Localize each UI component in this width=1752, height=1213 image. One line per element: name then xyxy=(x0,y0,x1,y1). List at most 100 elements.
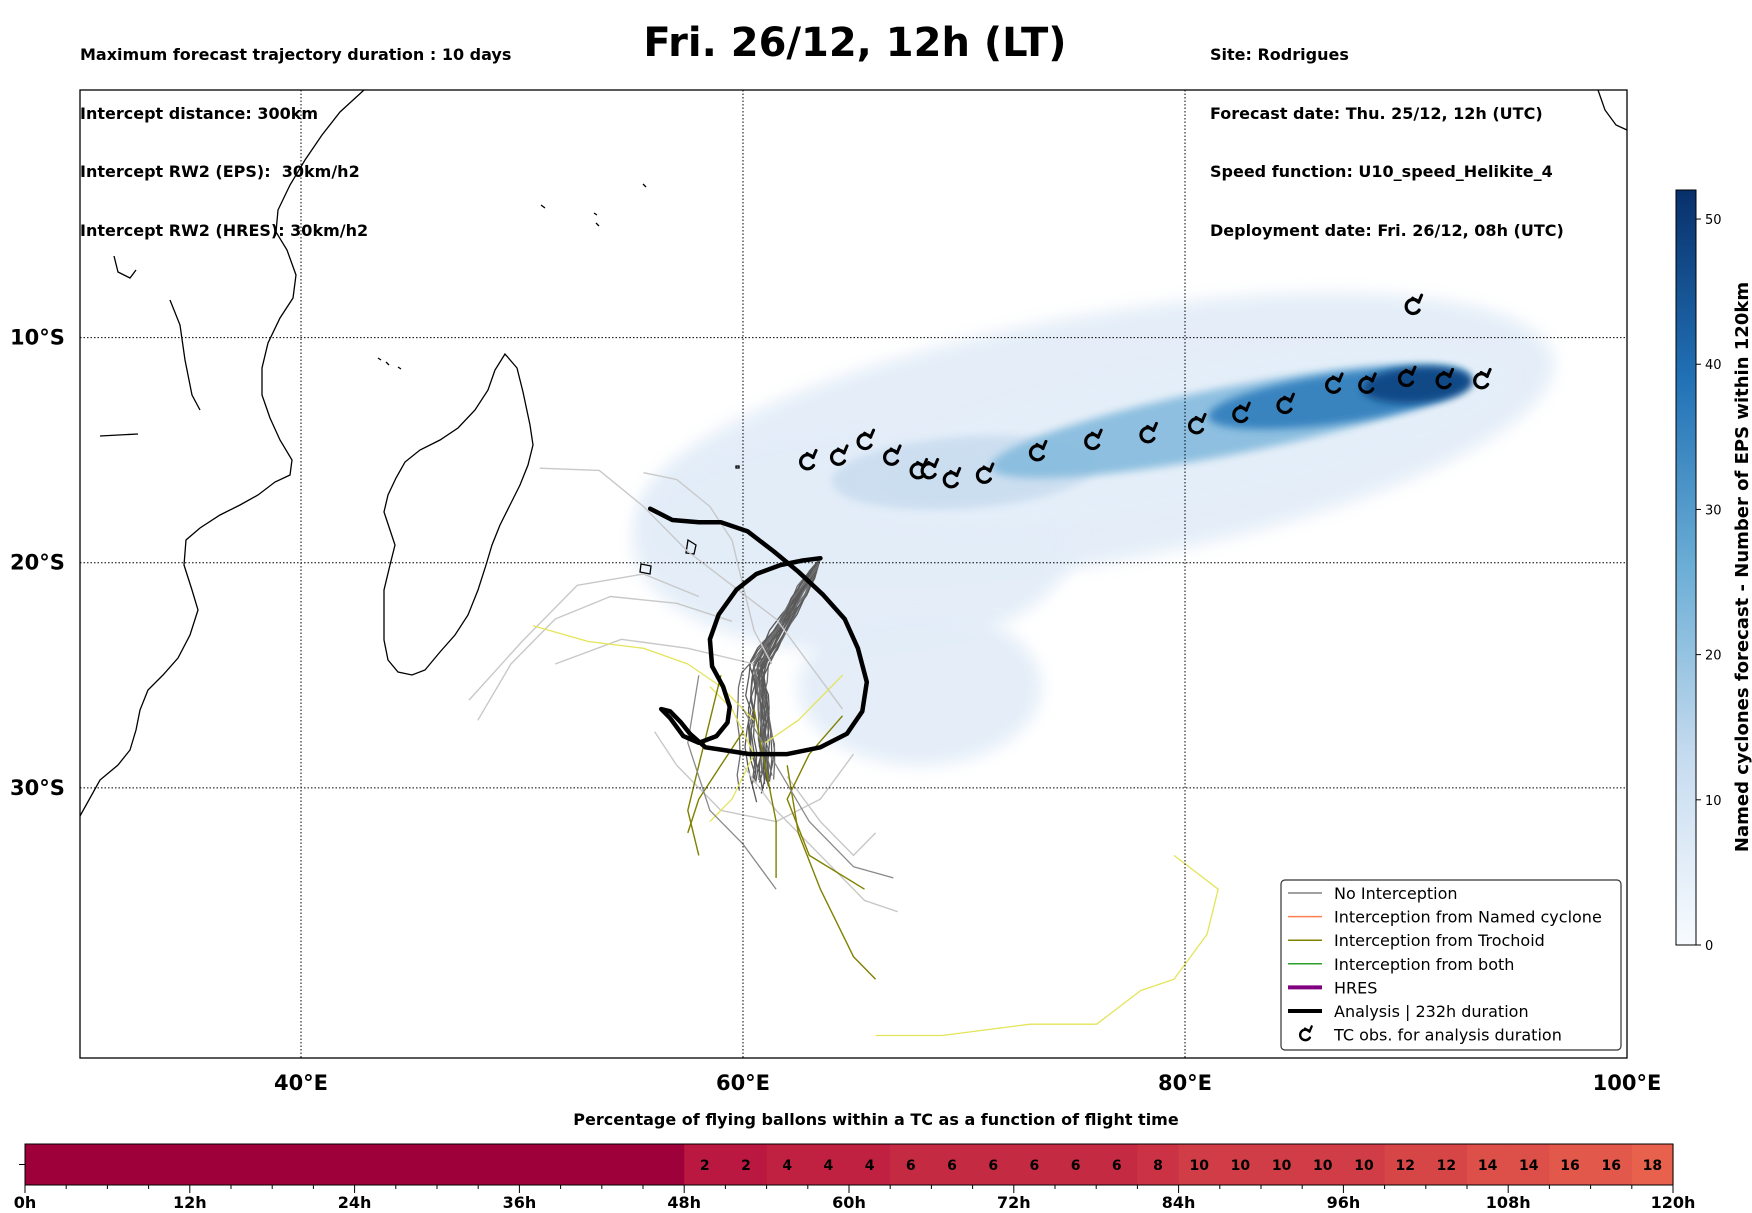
tc-obs-marker xyxy=(1188,412,1207,435)
colorbar-tick-label: 10 xyxy=(1705,794,1722,809)
heatmap-cell xyxy=(1467,1144,1509,1185)
header-right-line: Site: Rodrigues xyxy=(1210,45,1349,64)
heatmap-x-tick-label: 60h xyxy=(832,1193,866,1212)
heatmap-cell-value: 14 xyxy=(1519,1158,1539,1174)
legend-label: HRES xyxy=(1334,978,1377,997)
heatmap-cell xyxy=(1549,1144,1592,1185)
heatmap-x-tick-label: 72h xyxy=(997,1193,1031,1212)
heatmap-cell-value: 4 xyxy=(865,1158,875,1174)
header-left-line: Maximum forecast trajectory duration : 1… xyxy=(80,45,512,64)
heatmap-cell-value: 8 xyxy=(1153,1158,1163,1174)
lakes-africa xyxy=(99,255,201,437)
trajectory-yellow xyxy=(532,625,755,721)
tc-obs-marker xyxy=(1404,293,1424,316)
trajectory-faint xyxy=(554,638,755,665)
heatmap-cell xyxy=(972,1144,1015,1185)
heatmap-x-tick-label: 36h xyxy=(503,1193,537,1212)
madagascar-coastline xyxy=(383,352,534,676)
header-left-line: Intercept distance: 300km xyxy=(80,103,319,123)
flight-time-heatmap: 2 2 4 4 4 6 6 6 6 6 6 8 10 10 10 10 10 12 12 14 14 16 16 18 0h 1… xyxy=(14,1143,1696,1212)
tc-obs-marker xyxy=(1028,439,1048,462)
heatmap-cell-value: 4 xyxy=(824,1158,834,1174)
tc-obs-marker xyxy=(883,444,902,466)
trajectory-yellow xyxy=(875,854,1219,1037)
colorbar-tick-label: 40 xyxy=(1705,358,1722,373)
map-gridlines xyxy=(80,90,1627,1058)
tc-obs-marker xyxy=(856,428,876,451)
heatmap-cell xyxy=(313,1144,356,1185)
page-title: Fri. 26/12, 12h (LT) xyxy=(643,20,1067,66)
map-plot-area xyxy=(80,90,1627,1037)
heatmap-cell xyxy=(1178,1144,1221,1185)
heatmap-cell-value: 6 xyxy=(988,1158,998,1174)
legend-label: No Interception xyxy=(1334,884,1458,903)
heatmap-x-tick-label: 0h xyxy=(14,1193,37,1212)
heatmap-cell xyxy=(1384,1144,1427,1185)
trajectory-no-interception xyxy=(744,557,821,785)
y-tick-label: 10°S xyxy=(10,326,65,350)
heatmap-cell xyxy=(890,1144,932,1185)
heatmap-cell xyxy=(1590,1144,1633,1185)
colorbar-tick-label: 0 xyxy=(1705,939,1713,954)
trajectory-faint xyxy=(468,573,700,701)
trajectory-faint xyxy=(643,472,773,665)
heatmap-cell-value: 14 xyxy=(1478,1158,1498,1174)
trajectory-faint xyxy=(539,467,844,710)
tc-obs-marker xyxy=(975,462,995,484)
trajectory-yellow xyxy=(764,674,844,744)
header-left-line: Intercept RW2 (EPS): 30km/h2 xyxy=(80,162,360,181)
tc-obs-marker xyxy=(1276,392,1295,415)
tc-obs-marker xyxy=(920,457,940,480)
trajectory-interception-trochoid xyxy=(786,715,865,890)
tc-obs-marker xyxy=(1232,401,1251,424)
heatmap-cell xyxy=(1302,1144,1344,1185)
heatmap-cell xyxy=(684,1144,726,1185)
header-right-info: Site: Rodrigues Forecast date: Thu. 25/1… xyxy=(1210,6,1564,260)
trajectory-faint xyxy=(654,731,855,823)
legend-entry: HRES xyxy=(1288,978,1377,997)
heatmap-x-tick-label: 24h xyxy=(338,1193,372,1212)
heatmap-cell-value: 6 xyxy=(1112,1158,1122,1174)
legend-entry: TC obs. for analysis duration xyxy=(1298,1025,1562,1045)
heatmap-cell xyxy=(148,1144,191,1185)
legend-tc-marker-icon xyxy=(1298,1025,1313,1042)
header-right-line: Deployment date: Fri. 26/12, 08h (UTC) xyxy=(1210,220,1564,240)
heatmap-cell xyxy=(849,1144,891,1185)
tc-obs-marker xyxy=(1139,421,1158,444)
trajectory-interception-trochoid xyxy=(687,731,744,834)
heatmap-cell-value: 10 xyxy=(1272,1158,1292,1174)
heatmap-x-tick-label: 84h xyxy=(1162,1193,1196,1212)
heatmap-cell xyxy=(931,1144,974,1185)
heatmap-cell xyxy=(1425,1144,1468,1185)
rodrigues-island xyxy=(735,465,740,469)
heatmap-cell-value: 6 xyxy=(1030,1158,1040,1174)
colorbar-label: Named cyclones forecast - Number of EPS … xyxy=(1732,282,1752,852)
heatmap-cell xyxy=(766,1144,809,1185)
heatmap-cell xyxy=(354,1144,397,1185)
mauritius-island xyxy=(685,538,697,555)
heatmap-cell xyxy=(189,1144,232,1185)
heatmap-cell xyxy=(1219,1144,1262,1185)
heatmap-cell xyxy=(1261,1144,1303,1185)
heatmap-cell xyxy=(519,1144,562,1185)
legend-label: Interception from Named cyclone xyxy=(1334,908,1602,927)
trajectory-faint xyxy=(786,776,877,857)
tc-obs-marker xyxy=(942,466,962,489)
heatmap-x-tick-label: 120h xyxy=(1651,1193,1696,1212)
trajectory-no-interception xyxy=(761,557,821,788)
heatmap-cell xyxy=(1508,1144,1550,1185)
heatmap-cell xyxy=(66,1144,108,1185)
tc-obs-marker xyxy=(1084,428,1103,451)
heatmap-x-tick-label: 108h xyxy=(1486,1193,1531,1212)
heatmap-cell-value: 6 xyxy=(947,1158,957,1174)
heatmap-cell xyxy=(25,1144,67,1185)
heatmap-cell xyxy=(1631,1144,1674,1185)
density-level-48 xyxy=(1361,366,1473,404)
x-tick-label: 80°E xyxy=(1158,1071,1212,1095)
analysis-track-line xyxy=(647,506,870,757)
colorbar-tick-label: 20 xyxy=(1705,649,1722,664)
heatmap-cell-value: 6 xyxy=(906,1158,916,1174)
reunion-island xyxy=(639,563,652,575)
y-tick-label: 20°S xyxy=(10,551,65,575)
